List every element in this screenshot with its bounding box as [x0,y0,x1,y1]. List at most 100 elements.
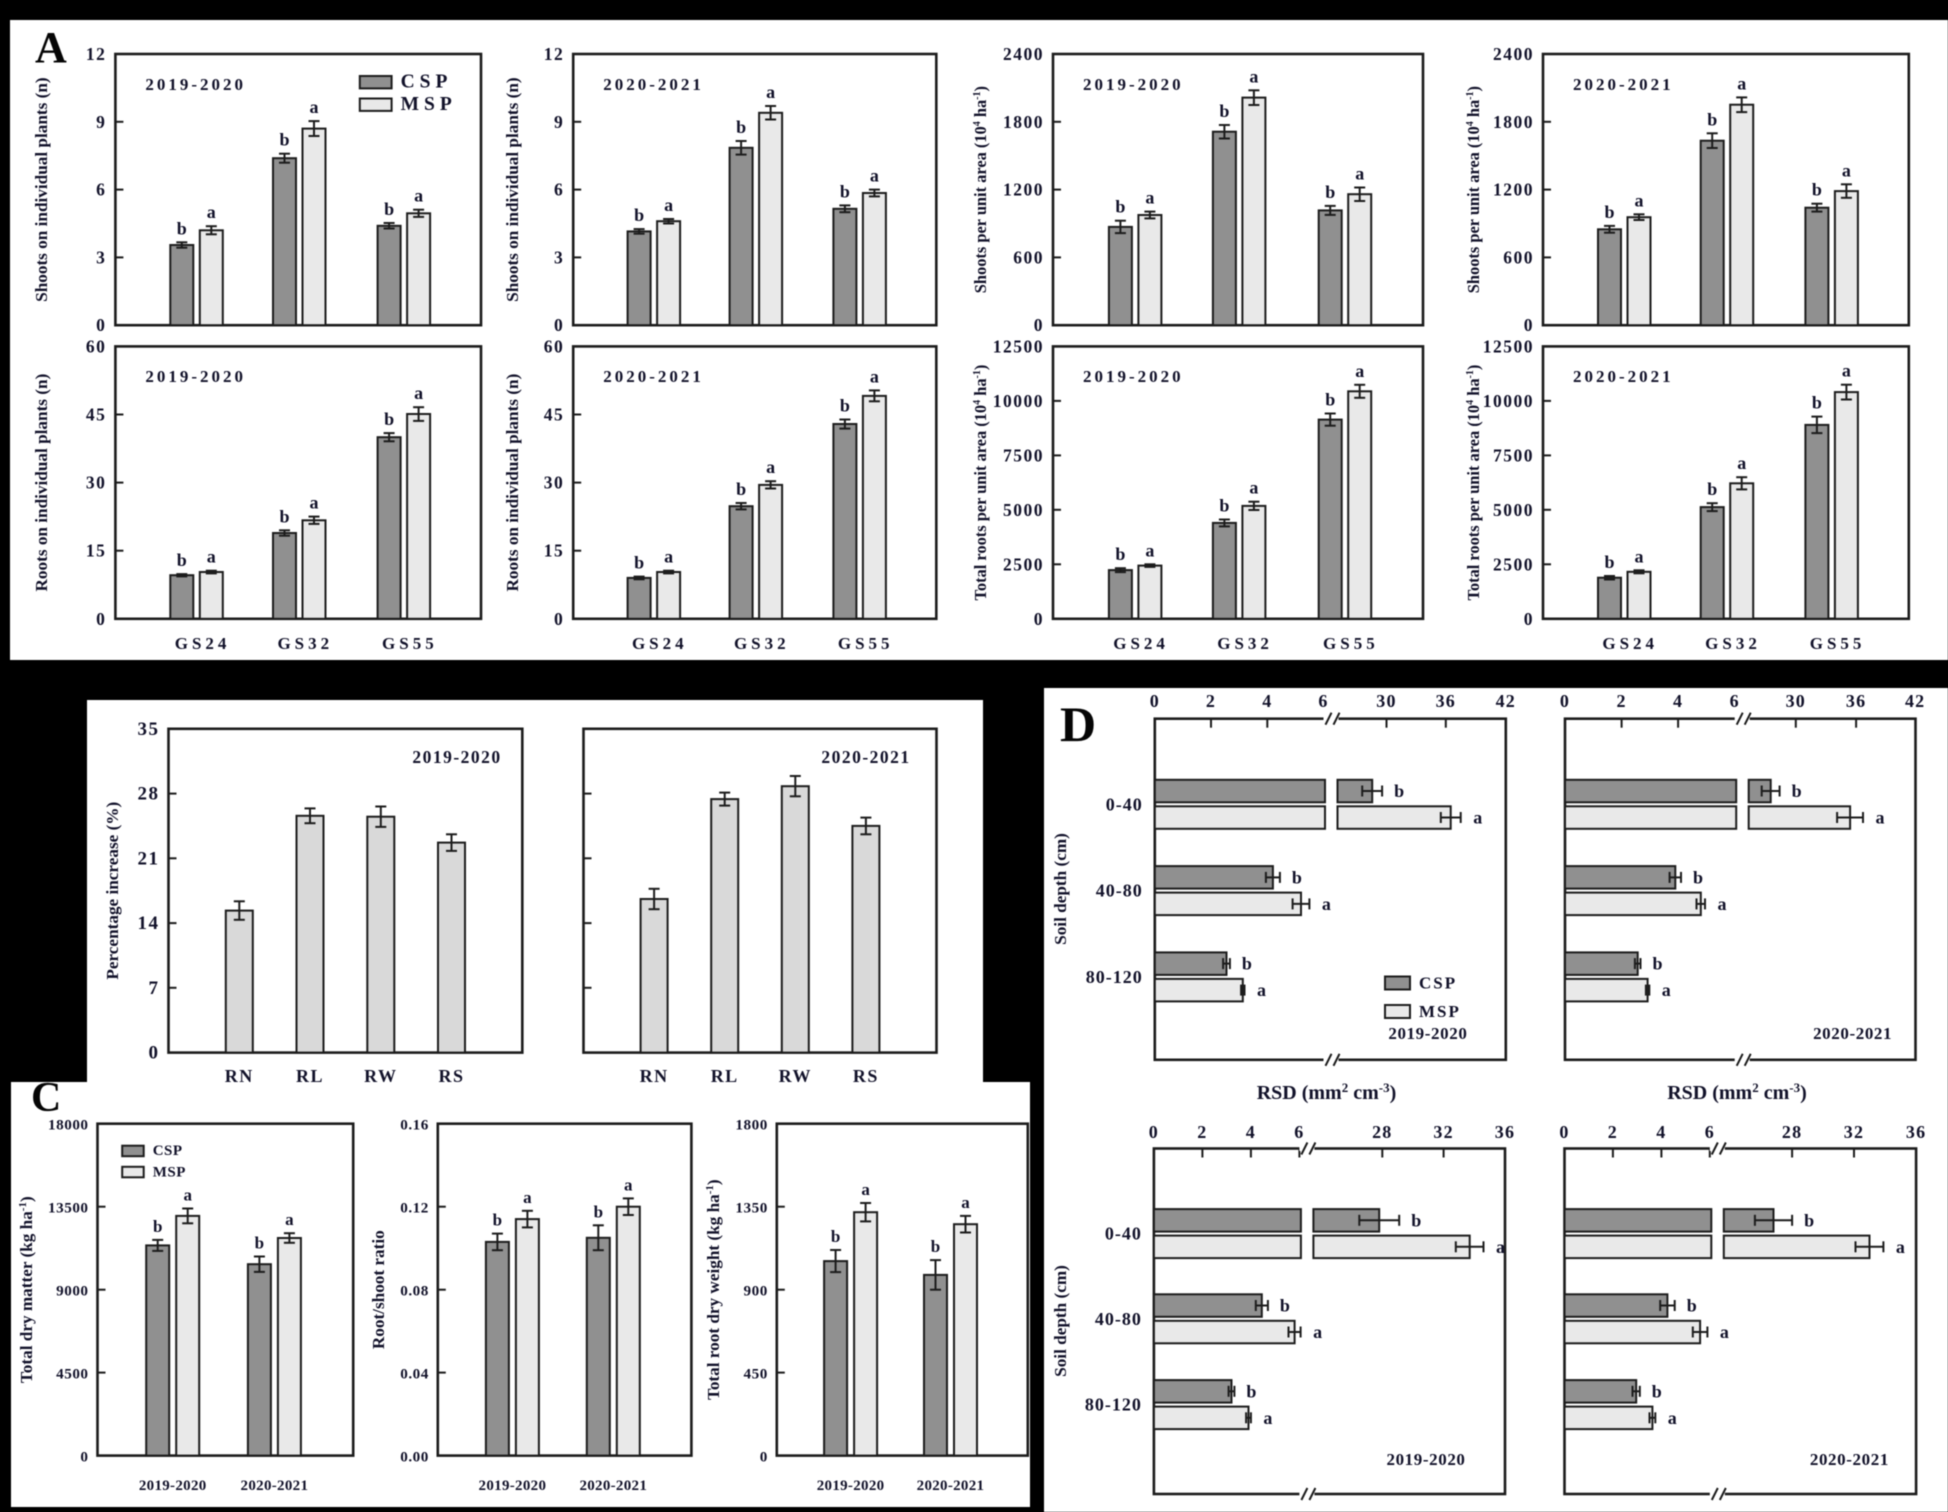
svg-text:5000: 5000 [1493,500,1534,520]
svg-text:a: a [664,195,673,215]
svg-text:b: b [1812,393,1822,413]
svg-text:36: 36 [1495,1122,1515,1142]
svg-text:Soil depth (cm): Soil depth (cm) [1051,1265,1070,1377]
svg-text:a: a [870,166,879,186]
svg-text:0.04: 0.04 [400,1366,429,1383]
svg-text:a: a [1842,361,1851,381]
svg-text:a: a [285,1210,294,1229]
svg-text:3: 3 [554,247,564,267]
svg-text:b: b [384,409,394,429]
svg-text:28: 28 [138,784,160,805]
svg-text:b: b [1219,496,1229,516]
svg-text:42: 42 [1496,691,1516,711]
svg-text:35: 35 [138,719,160,740]
svg-text:Shoots on individual plants (n: Shoots on individual plants (n) [503,77,522,302]
svg-text:Shoots per unit area (104​ ha-: Shoots per unit area (104​ ha-1​) [971,86,990,293]
svg-text:b: b [1115,544,1125,564]
svg-text:1350: 1350 [735,1200,767,1217]
svg-text:2019-2020: 2019-2020 [1083,75,1184,94]
svg-text:6: 6 [96,180,106,200]
svg-text:Roots on individual plants (n): Roots on individual plants (n) [503,374,522,592]
svg-text:b: b [1652,1381,1662,1401]
svg-text:0: 0 [1034,315,1044,335]
svg-text:C: C [31,1075,61,1121]
svg-text:0-40: 0-40 [1105,1224,1142,1244]
svg-text:a: a [414,186,423,206]
svg-text:MSP: MSP [401,94,457,115]
svg-text:b: b [1219,101,1229,121]
svg-text:Total roots per unit area (104: Total roots per unit area (104​ ha-1​) [971,365,990,601]
svg-text:7500: 7500 [1493,445,1534,465]
svg-text:9: 9 [96,112,106,132]
svg-text:a: a [207,202,216,222]
svg-text:b: b [1693,867,1703,887]
svg-text:a: a [1737,73,1746,93]
svg-text:2: 2 [1616,691,1626,711]
svg-text:b: b [1652,954,1662,974]
svg-text:4500: 4500 [56,1366,88,1383]
svg-text:a: a [183,1186,192,1205]
svg-text:0.12: 0.12 [400,1200,429,1217]
svg-text:b: b [1280,1296,1290,1316]
svg-text:b: b [1325,182,1335,202]
svg-text:b: b [1687,1296,1697,1316]
svg-text:10000: 10000 [1483,391,1534,411]
svg-text:a: a [1720,1322,1729,1342]
svg-text:40-80: 40-80 [1095,1309,1142,1329]
svg-text:2020-2021: 2020-2021 [821,747,910,767]
svg-text:1800: 1800 [1493,112,1534,132]
svg-text:b: b [384,199,394,219]
svg-text:2: 2 [1197,1122,1207,1142]
svg-text:Root/shoot ratio: Root/shoot ratio [369,1230,388,1349]
svg-text:900: 900 [744,1283,768,1300]
svg-text:60: 60 [544,336,565,356]
svg-text:b: b [279,506,289,526]
svg-text:15: 15 [86,541,107,561]
svg-text:a: a [414,383,423,403]
svg-text:b: b [831,1227,840,1246]
svg-text:7: 7 [149,978,160,999]
svg-text:Soil depth (cm): Soil depth (cm) [1051,833,1070,945]
svg-text:A: A [35,23,67,72]
svg-text:MSP: MSP [153,1164,186,1180]
svg-text:0: 0 [80,1449,88,1466]
svg-text:36: 36 [1906,1122,1926,1142]
svg-text:b: b [1394,781,1404,801]
svg-text:RL: RL [296,1066,324,1086]
svg-text:30: 30 [1786,691,1806,711]
svg-text:600: 600 [1013,247,1044,267]
svg-text:GS32: GS32 [734,634,790,653]
svg-text:b: b [840,181,850,201]
svg-text:a: a [1718,894,1727,914]
svg-text:b: b [840,396,850,416]
svg-text:D: D [1060,696,1096,752]
svg-text:a: a [1322,894,1331,914]
svg-text:2019-2020: 2019-2020 [1388,1024,1467,1043]
svg-text:0.08: 0.08 [400,1283,429,1300]
svg-text:GS55: GS55 [1810,634,1866,653]
svg-text:a: a [1249,478,1258,498]
svg-text:21: 21 [138,848,160,869]
svg-text:32: 32 [1844,1122,1864,1142]
svg-text:b: b [1325,390,1335,410]
svg-text:2020-2021: 2020-2021 [1810,1450,1889,1469]
svg-text:45: 45 [86,405,107,425]
svg-text:12500: 12500 [993,336,1044,356]
svg-text:b: b [493,1211,502,1230]
svg-text:b: b [1804,1210,1814,1230]
svg-text:b: b [255,1234,264,1253]
svg-text:RS: RS [438,1066,464,1086]
svg-text:b: b [1707,479,1717,499]
svg-text:a: a [1896,1237,1905,1257]
svg-text:2019-2020: 2019-2020 [139,1478,207,1494]
svg-text:36: 36 [1846,691,1866,711]
svg-text:b: b [1292,867,1302,887]
svg-text:a: a [1473,808,1482,828]
svg-text:1800: 1800 [735,1117,767,1134]
svg-text:14: 14 [138,913,160,934]
svg-text:2020-2021: 2020-2021 [241,1478,309,1494]
svg-text:a: a [766,457,775,477]
svg-text:4: 4 [1656,1122,1666,1142]
svg-text:4: 4 [1673,691,1683,711]
svg-text:2020-2021: 2020-2021 [579,1478,647,1494]
